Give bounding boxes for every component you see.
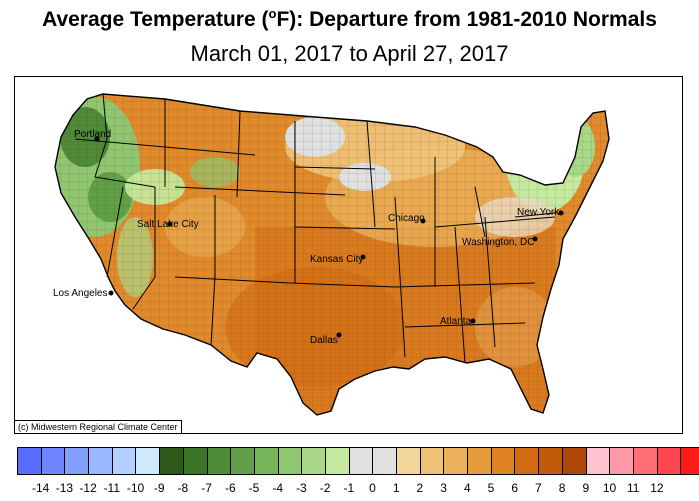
legend-swatch (349, 448, 374, 474)
legend-tick-label: -4 (272, 481, 284, 495)
city-label-atlanta: Atlanta (440, 316, 472, 327)
city-label-new-york: New York (517, 207, 560, 218)
legend-swatch (254, 448, 279, 474)
legend-tick-label: -7 (201, 481, 212, 495)
legend-tick-label: 7 (535, 481, 542, 495)
legend-tick-labels: -14 -13 -12 -11 -10 -9 -8 -7 -6 -5 -4 -3 -2 -1 0 1 2 3 4 5 6… (17, 481, 681, 497)
legend-tick-label: 4 (463, 481, 471, 495)
city-dot-portland (94, 136, 100, 142)
legend-tick-label: -13 (55, 481, 74, 495)
legend-swatch (136, 448, 161, 474)
city-markers: Portland Salt Lake City Los Angeles Kans… (53, 129, 564, 346)
legend-tick-label: 5 (487, 481, 495, 495)
date-range-subtitle: March 01, 2017 to April 27, 2017 (190, 41, 509, 66)
title-suffix: F): Departure from 1981-2010 Normals (276, 8, 657, 31)
legend-swatch (207, 448, 232, 474)
legend-swatch (681, 448, 699, 474)
city-label-kansas-city: Kansas City (310, 254, 363, 265)
legend-swatch (633, 448, 658, 474)
city-label-dallas: Dallas (310, 335, 338, 346)
city-dot-los-angeles (108, 290, 114, 296)
legend-swatch (444, 448, 469, 474)
state-borders (74, 93, 556, 364)
us-temperature-map: Portland Salt Lake City Los Angeles Kans… (53, 93, 610, 416)
city-label-los-angeles: Los Angeles (53, 288, 108, 299)
city-dot-new-york (558, 210, 564, 216)
legend-tick-label: -6 (224, 481, 236, 495)
legend-tick-label: 2 (416, 481, 424, 495)
legend-swatch (278, 448, 303, 474)
legend-swatch (373, 448, 397, 474)
legend-tick-label: -12 (79, 481, 97, 495)
legend-tick-label: 8 (558, 481, 566, 495)
legend-swatch (420, 448, 445, 474)
legend-swatch (160, 448, 184, 474)
legend-tick-label: 3 (440, 481, 447, 495)
legend-tick-label: -3 (296, 481, 307, 495)
title-prefix: Average Temperature ( (42, 8, 269, 31)
legend-tick-label: -11 (103, 481, 121, 495)
legend-tick-label: 1 (392, 481, 400, 495)
legend-swatch (112, 448, 137, 474)
legend-swatch (539, 448, 563, 474)
degree-superscript: o (268, 6, 277, 21)
legend-swatch (562, 448, 587, 474)
legend-swatch (586, 448, 611, 474)
legend-swatch (183, 448, 208, 474)
legend-swatch (18, 448, 42, 474)
legend-swatch (325, 448, 350, 474)
legend-swatch (397, 448, 421, 474)
legend-swatch (65, 448, 90, 474)
map-title: Average Temperature (oF): Departure from… (0, 6, 699, 32)
legend-swatch (610, 448, 634, 474)
city-dot-washington-dc (532, 236, 538, 242)
legend-tick-label: -2 (319, 481, 331, 495)
legend-tick-label: 9 (582, 481, 590, 495)
map-frame: Portland Salt Lake City Los Angeles Kans… (14, 76, 683, 434)
legend-swatch (468, 448, 492, 474)
legend-tick-label: 10 (602, 481, 617, 495)
city-dot-atlanta (470, 318, 476, 324)
legend-tick-label: -1 (343, 481, 355, 495)
legend-tick-label: 0 (369, 481, 376, 495)
color-scale-legend (17, 447, 699, 475)
legend-tick-label: -8 (177, 481, 189, 495)
legend-tick-label: -5 (248, 481, 260, 495)
city-dot-dallas (336, 332, 342, 338)
legend-swatch (41, 448, 66, 474)
city-label-washington-dc: Washington, DC (462, 237, 534, 248)
legend-swatch (515, 448, 540, 474)
city-dot-chicago (420, 218, 426, 224)
legend-swatch (491, 448, 516, 474)
city-label-chicago: Chicago (388, 213, 425, 224)
legend-tick-label: 6 (511, 481, 519, 495)
legend-swatch (89, 448, 113, 474)
legend-tick-label: -14 (32, 481, 50, 495)
city-label-portland: Portland (74, 129, 111, 140)
legend-tick-label: 12 (650, 481, 664, 495)
legend-tick-label: 11 (626, 481, 640, 495)
city-label-salt-lake-city: Salt Lake City (137, 219, 199, 230)
city-dot-salt-lake-city (167, 221, 173, 227)
us-outline (54, 93, 610, 416)
legend-swatch (302, 448, 326, 474)
legend-tick-label: -9 (153, 481, 165, 495)
legend-swatch (657, 448, 682, 474)
legend-tick-label: -10 (126, 481, 145, 495)
copyright-credit: (c) Midwestern Regional Climate Center (15, 420, 182, 433)
city-dot-kansas-city (360, 254, 366, 260)
legend-swatch (231, 448, 255, 474)
